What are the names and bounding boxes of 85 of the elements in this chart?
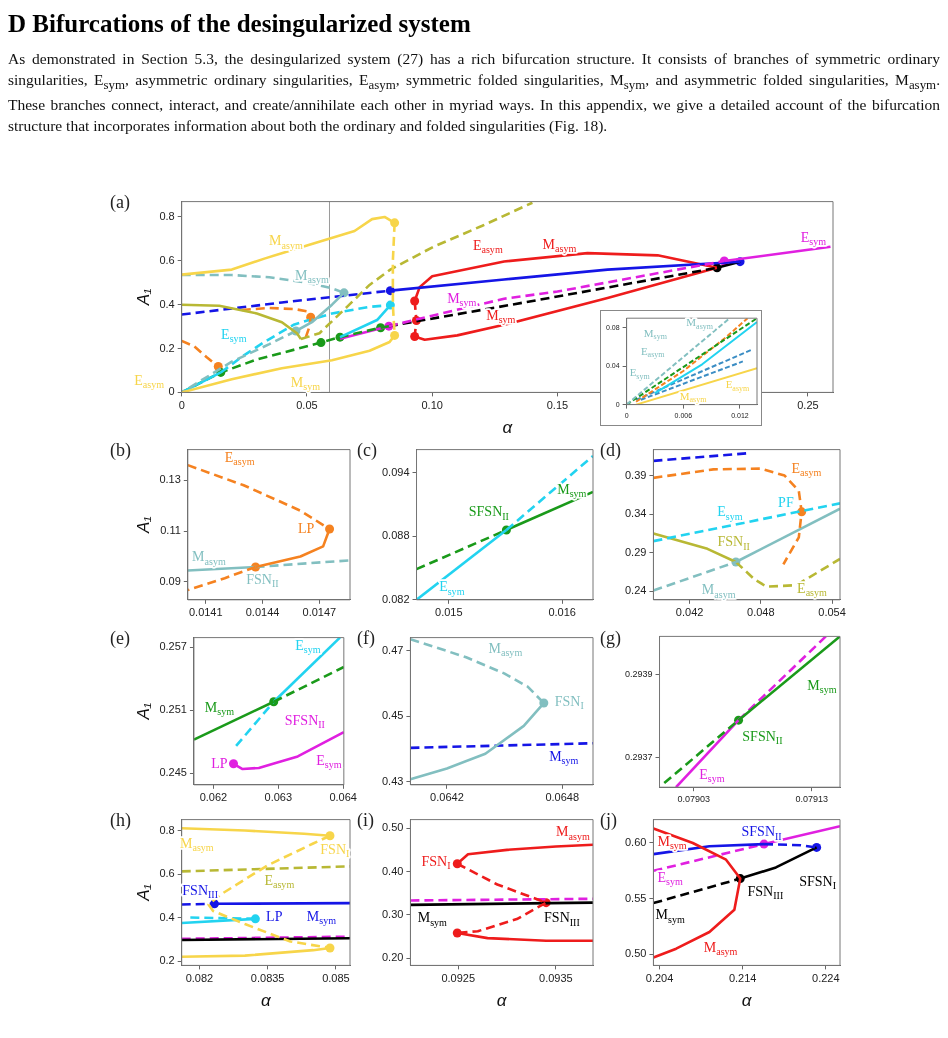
- text: D Bifurcations of the desingularized system: [8, 10, 472, 38]
- y-tick-label: 0.2939: [625, 668, 653, 679]
- x-tick-label: 0.016: [548, 606, 576, 619]
- annotation: PF: [778, 495, 794, 511]
- chart-title: (e): [110, 628, 130, 649]
- x-axis-title: α: [502, 417, 514, 437]
- chart-title: (b): [110, 440, 131, 461]
- text: As demonstrated in Section 5.3, the desingularized system (27) has a rich bifurcation structure. It consists of branches of symmetric ordinary singularities, E$_{sym}$, asymmetric ordinary singularities, E$_{asym}$, symmetric folded singularities, M$_{sym}$, and asymmetric folded singularities, M$_{asym}$. These branches connect, interact, and create/annihilate each other in myriad ways. In this appendix, we give a detailed account of the bifurcation structure that incorporates information about both the ordinary and folded singularities (Fig. 18).: [8, 50, 940, 135]
- y-tick-label: 0.50: [624, 947, 647, 960]
- x-tick-label: 0.25: [797, 399, 819, 412]
- y-tick-label: 0.2: [159, 341, 175, 354]
- chart-title: (a): [110, 192, 130, 213]
- x-tick-label: 0.042: [675, 606, 704, 619]
- annotation: LP: [266, 908, 283, 924]
- x-tick-label: 0.054: [818, 606, 846, 619]
- y-tick-label: 0.082: [382, 592, 410, 605]
- y-tick-label: 0.50: [381, 821, 404, 834]
- y-tick-label: 0.2937: [625, 752, 653, 763]
- chart-title: (j): [600, 810, 617, 831]
- x-tick-label: 0.204: [645, 972, 674, 985]
- y-tick-label: 0.55: [624, 891, 647, 904]
- y-tick-label: 0.257: [159, 640, 187, 653]
- y-tick-label: 0.11: [160, 524, 181, 537]
- y-tick-label: 0.34: [624, 507, 647, 520]
- x-tick-label: 0.062: [199, 791, 228, 804]
- y-tick-label: 0: [168, 385, 175, 398]
- y-tick-label: 0.40: [381, 864, 404, 877]
- x-tick-label: 0.0642: [430, 791, 464, 804]
- x-tick-label: 0.05: [296, 399, 318, 412]
- x-tick-label: 0.0935: [539, 972, 573, 985]
- y-tick-label: 0.20: [381, 951, 404, 964]
- x-tick-label: 0.214: [728, 972, 757, 985]
- x-tick-label: 0.0648: [545, 791, 580, 804]
- y-tick-label: 0.09: [159, 575, 181, 588]
- x-tick-label: 0.07903: [677, 794, 711, 805]
- y-tick-label: 0.45: [381, 709, 404, 722]
- y-tick-label: 0.088: [382, 529, 410, 542]
- y-axis-title: A₁: [133, 516, 153, 535]
- x-tick-label: 0.048: [747, 606, 775, 619]
- x-tick-label: 0.085: [322, 972, 350, 985]
- x-axis-title: α: [260, 990, 272, 1010]
- x-tick-label: 0.0141: [188, 606, 223, 619]
- y-tick-label: 0.251: [159, 703, 187, 716]
- annotation: LP: [298, 520, 315, 536]
- y-tick-label: 0.2: [159, 954, 175, 967]
- x-tick-label: 0.10: [421, 399, 443, 412]
- y-tick-label: 0.24: [624, 584, 647, 597]
- x-axis-title: α: [741, 990, 753, 1010]
- y-tick-label: 0.4: [159, 910, 175, 923]
- y-tick-label: 0.13: [159, 473, 181, 486]
- y-tick-label: 0.6: [159, 867, 175, 880]
- x-tick-label: 0.0144: [245, 606, 280, 619]
- x-tick-label: 0.224: [812, 972, 840, 985]
- y-tick-label: 0.4: [159, 297, 175, 310]
- x-tick-label: 0.0147: [302, 606, 337, 619]
- y-axis-title: A₁: [133, 288, 153, 307]
- chart-title: (d): [600, 440, 621, 461]
- y-tick-label: 0.30: [381, 907, 404, 920]
- x-tick-label: 0.07913: [795, 794, 828, 805]
- y-tick-label: 0.8: [159, 209, 175, 222]
- y-tick-label: 0.29: [624, 545, 647, 558]
- y-tick-label: 0.094: [382, 465, 410, 478]
- y-tick-label: 0.43: [381, 774, 404, 787]
- x-tick-label: 0.0835: [250, 972, 285, 985]
- x-tick-label: 0.15: [546, 399, 569, 412]
- y-axis-title: A₁: [133, 884, 153, 902]
- annotation: LP: [211, 755, 228, 771]
- x-tick-label: 0.0925: [441, 972, 476, 985]
- y-axis-title: A₁: [133, 702, 153, 721]
- x-tick-label: 0.064: [329, 791, 357, 804]
- x-axis-title: α: [496, 990, 508, 1010]
- x-tick-label: 0.082: [185, 972, 214, 985]
- y-tick-label: 0.8: [159, 823, 175, 836]
- chart-title: (i): [357, 810, 374, 831]
- chart-title: (f): [357, 628, 375, 649]
- y-tick-label: 0.6: [159, 253, 175, 266]
- y-tick-label: 0.39: [624, 468, 647, 481]
- chart-title: (g): [600, 628, 621, 649]
- y-tick-label: 0.245: [159, 766, 187, 779]
- y-tick-label: 0.47: [381, 643, 404, 656]
- y-tick-label: 0.60: [624, 836, 647, 848]
- x-tick-label: 0.063: [264, 791, 293, 804]
- chart-title: (c): [357, 440, 377, 461]
- chart-title: (h): [110, 810, 131, 831]
- x-tick-label: 0.015: [435, 606, 463, 619]
